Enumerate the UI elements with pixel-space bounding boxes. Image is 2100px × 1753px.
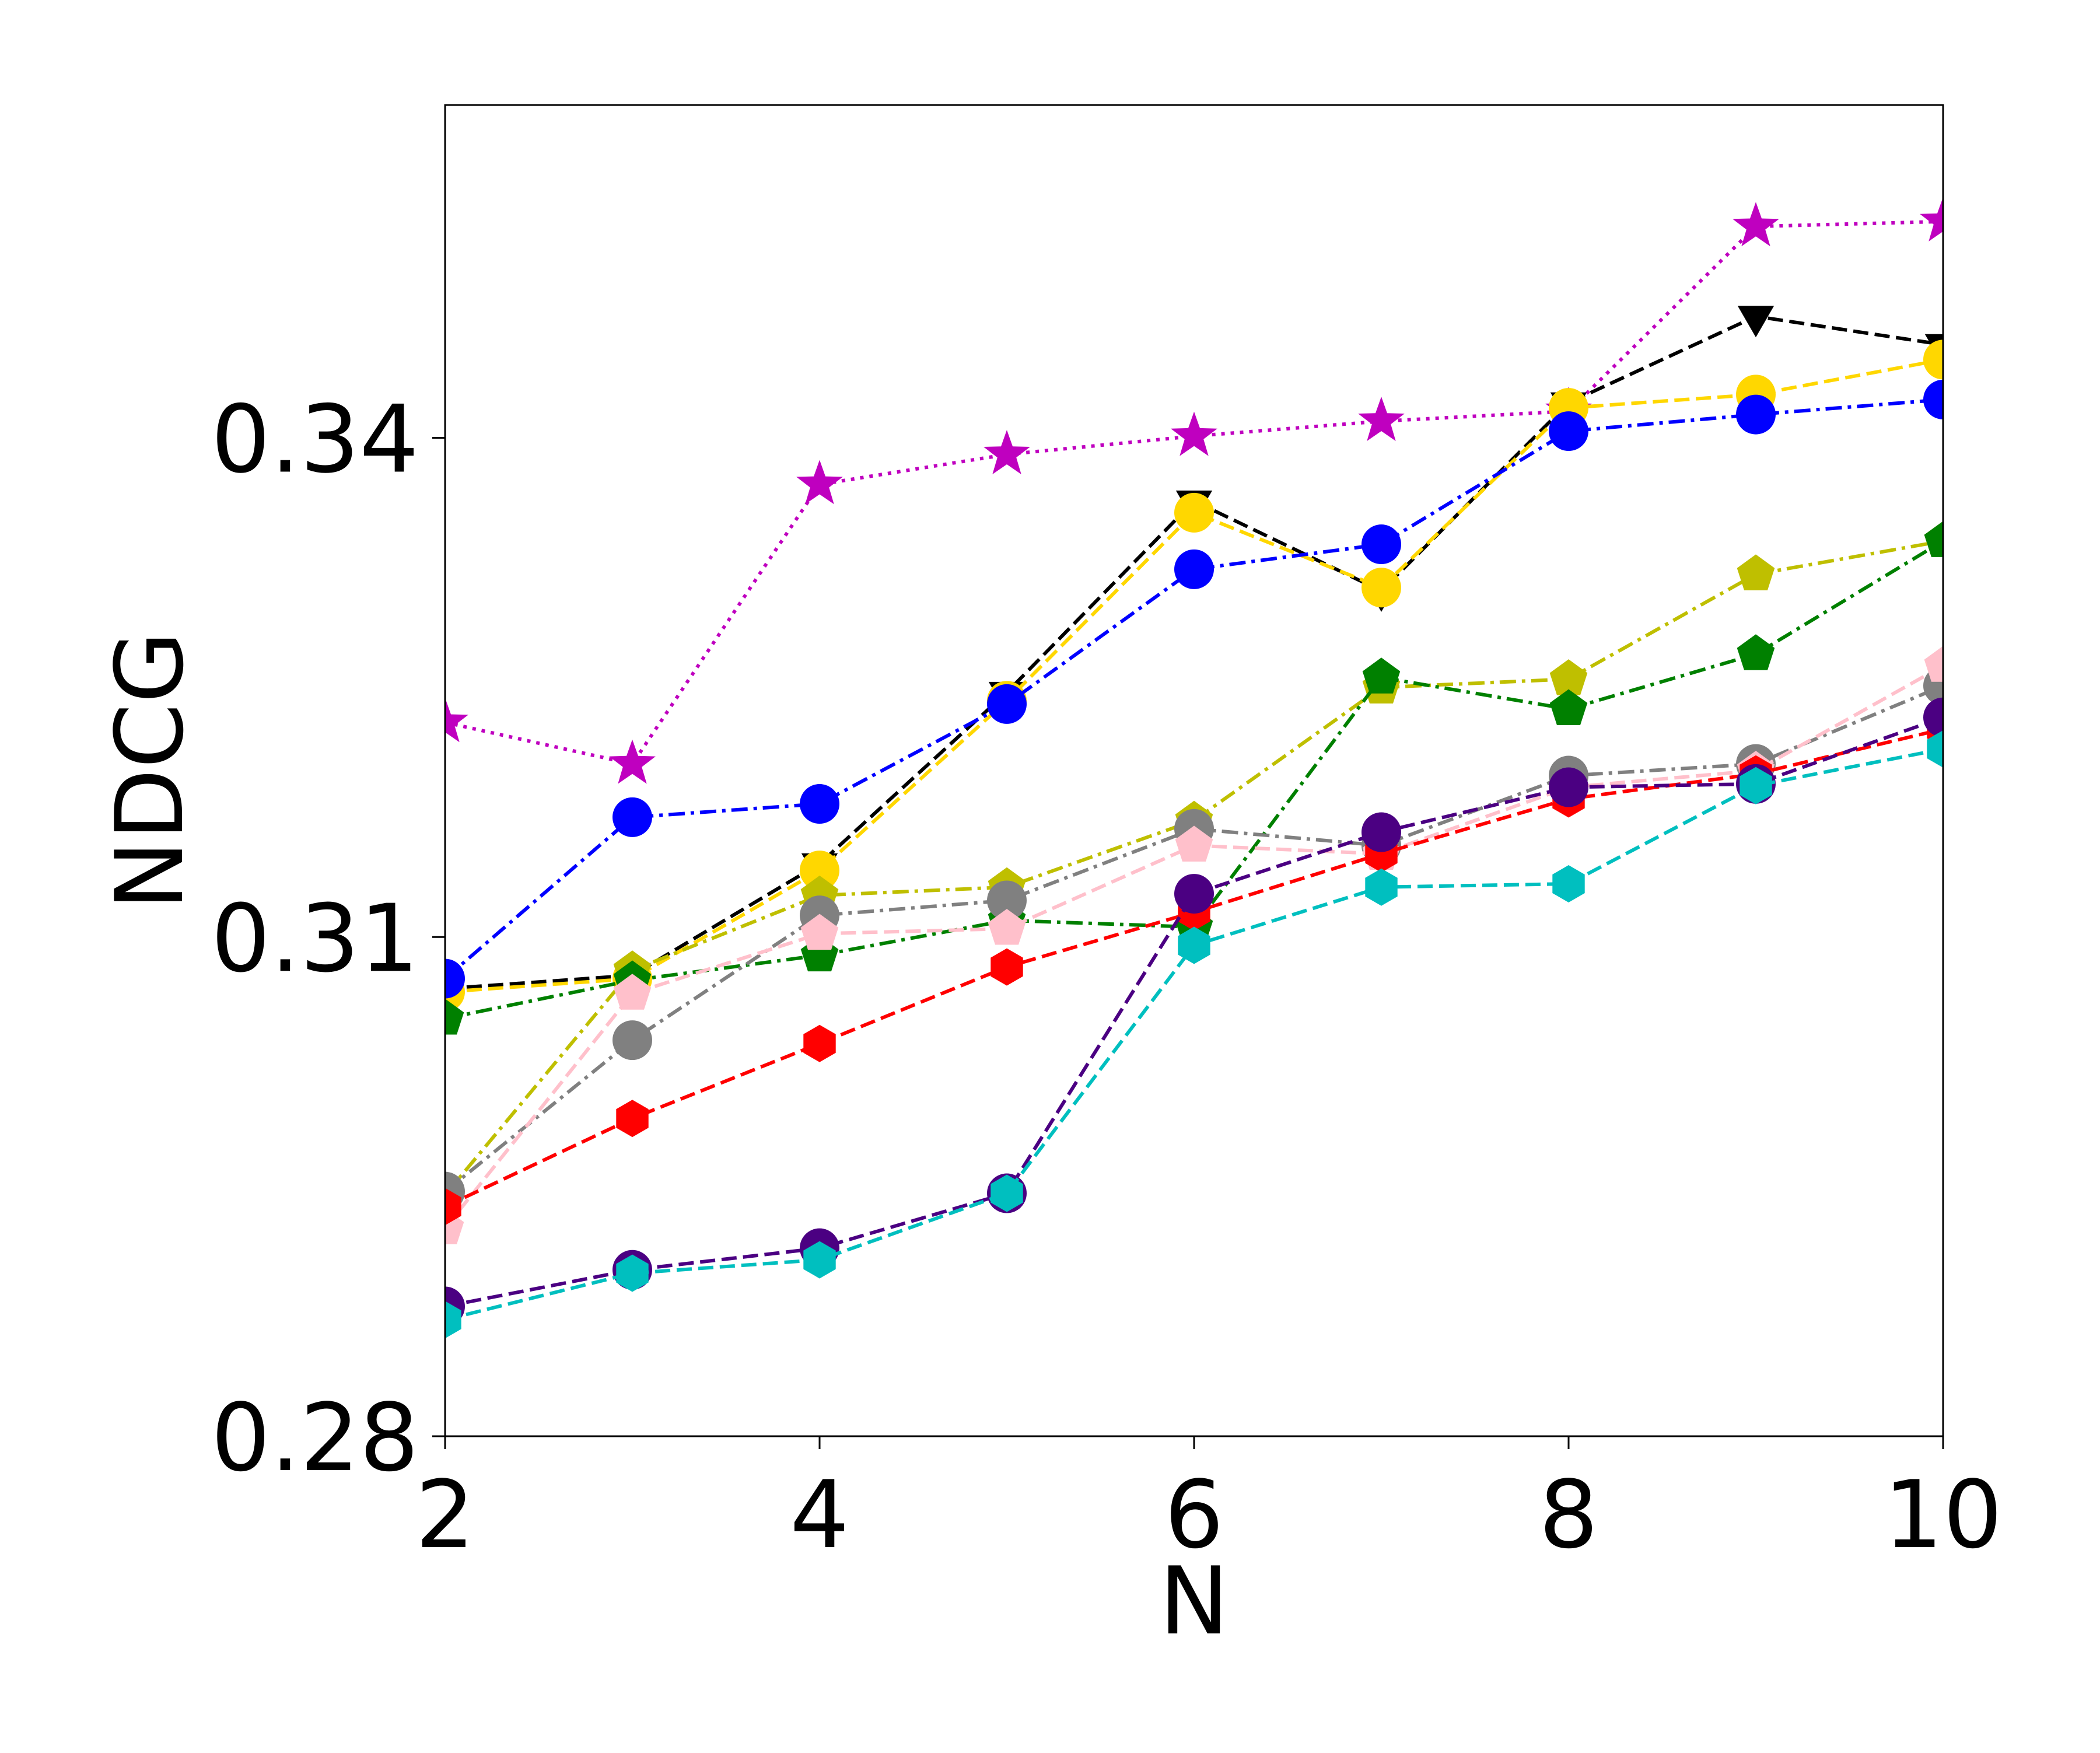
- series-11: [445, 730, 1943, 1339]
- data-point: [445, 698, 468, 743]
- data-point: [987, 684, 1027, 724]
- data-point: [1358, 397, 1405, 441]
- data-point: [1171, 411, 1217, 456]
- data-point: [800, 914, 839, 950]
- data-point: [1732, 202, 1779, 247]
- data-point: [1923, 340, 1943, 380]
- data-point: [800, 851, 839, 891]
- y-tick-label: 0.34: [211, 385, 419, 494]
- series-line: [445, 397, 1943, 980]
- data-point: [1924, 521, 1943, 557]
- data-point: [616, 1100, 649, 1138]
- y-tick-label: 0.31: [211, 884, 419, 993]
- series-layer: [445, 197, 1943, 1339]
- data-point: [1362, 568, 1401, 608]
- data-point: [800, 784, 839, 824]
- data-point: [445, 1188, 461, 1226]
- data-point: [1923, 697, 1943, 737]
- x-tick-label: 8: [1539, 1460, 1598, 1569]
- data-point: [1923, 379, 1943, 419]
- data-point: [1552, 865, 1585, 902]
- data-point: [609, 739, 656, 784]
- data-point: [984, 430, 1030, 474]
- data-point: [1737, 634, 1775, 670]
- data-point: [1920, 197, 1943, 242]
- data-point: [987, 880, 1027, 921]
- y-tick-label: 0.28: [211, 1383, 419, 1492]
- data-point: [1549, 659, 1588, 695]
- y-axis: 0.28 0.31 0.34: [211, 385, 445, 1492]
- data-point: [1549, 767, 1588, 807]
- data-point: [445, 1301, 461, 1339]
- data-point: [1737, 306, 1774, 338]
- data-point: [1365, 868, 1398, 906]
- data-point: [1174, 492, 1214, 533]
- data-point: [991, 948, 1023, 986]
- data-point: [612, 1020, 652, 1061]
- data-point: [803, 1241, 836, 1279]
- data-point: [1549, 411, 1588, 452]
- data-point: [1736, 394, 1776, 435]
- data-point: [1178, 926, 1210, 964]
- data-point: [1362, 657, 1401, 694]
- data-point: [991, 1174, 1023, 1212]
- data-point: [1362, 812, 1401, 852]
- series-line: [445, 539, 1943, 1196]
- x-tick-label: 4: [790, 1460, 849, 1569]
- data-point: [1924, 646, 1943, 682]
- series-line: [445, 358, 1943, 994]
- data-point: [616, 1254, 649, 1292]
- data-point: [1362, 524, 1401, 565]
- y-axis-label: NDCG: [95, 631, 204, 911]
- data-point: [803, 1024, 836, 1062]
- series-4: [445, 379, 1943, 999]
- data-point: [1174, 549, 1214, 589]
- x-tick-label: 10: [1884, 1460, 2003, 1569]
- x-tick-label: 2: [415, 1460, 475, 1569]
- data-point: [1549, 689, 1588, 725]
- data-point: [1740, 767, 1772, 804]
- data-point: [445, 999, 464, 1035]
- data-point: [1175, 825, 1213, 862]
- x-axis: 2 4 6 8 10: [415, 1436, 2003, 1569]
- data-point: [612, 797, 652, 837]
- data-point: [445, 958, 465, 999]
- data-point: [1174, 874, 1214, 914]
- x-axis-label: N: [1159, 1546, 1229, 1656]
- data-point: [988, 909, 1026, 945]
- data-point: [1737, 554, 1775, 590]
- data-point: [1927, 730, 1943, 768]
- x-tick-label: 6: [1164, 1460, 1224, 1569]
- data-point: [796, 460, 843, 505]
- data-point: [613, 974, 652, 1010]
- series-line: [445, 314, 1943, 991]
